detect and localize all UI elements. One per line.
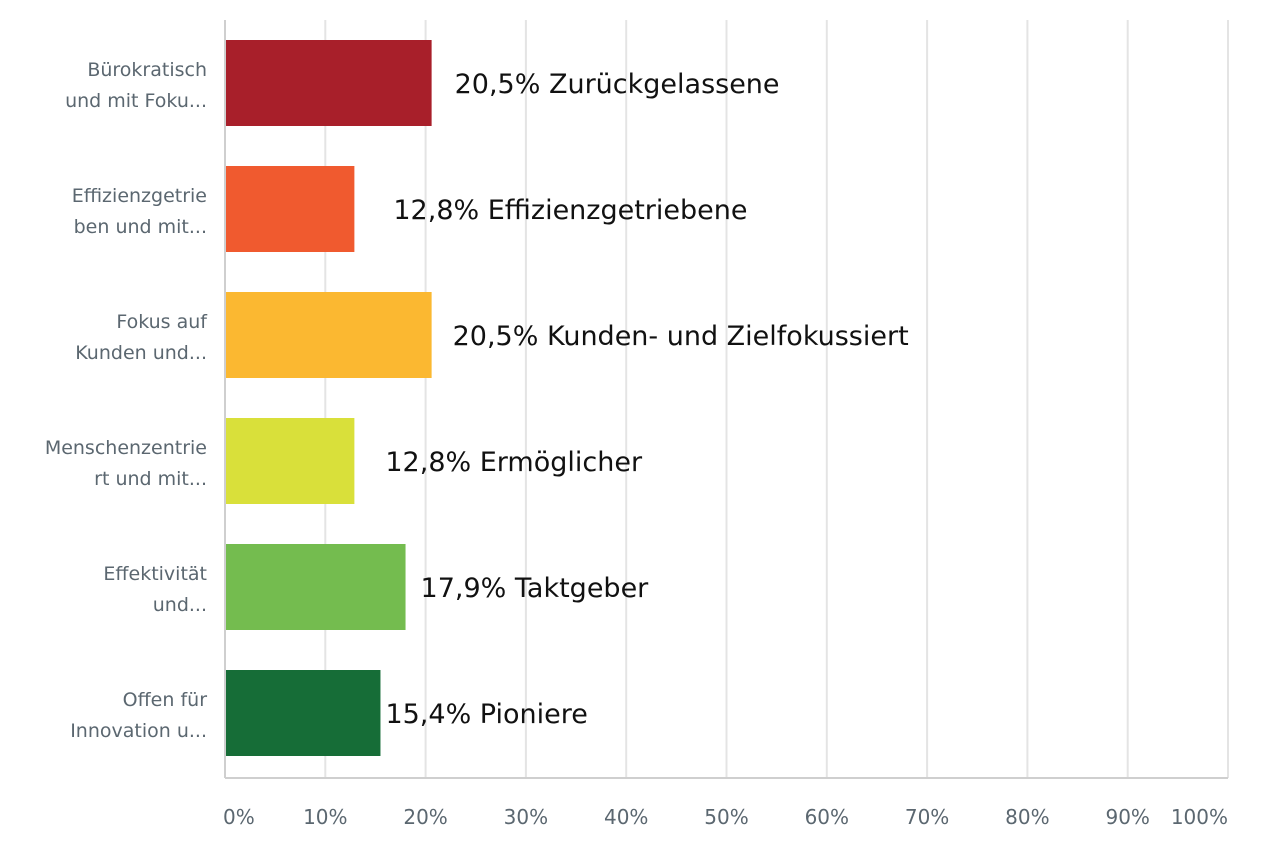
data-label-4: 12,8% Ermöglicher bbox=[385, 447, 643, 478]
x-tick-label-40: 40% bbox=[604, 805, 648, 829]
x-tick-label-10: 10% bbox=[303, 805, 347, 829]
category-label-line: Fokus auf bbox=[116, 311, 208, 333]
bar-1[interactable] bbox=[226, 40, 432, 126]
category-label-line: Effektivität bbox=[103, 563, 207, 585]
category-label-line: Effizienzgetrie bbox=[72, 185, 207, 207]
category-label-line: Bürokratisch bbox=[87, 59, 207, 81]
bar-2[interactable] bbox=[226, 166, 355, 252]
category-label-line: rt und mit... bbox=[94, 468, 207, 490]
x-tick-label-30: 30% bbox=[504, 805, 548, 829]
bar-6[interactable] bbox=[226, 670, 381, 756]
category-label-3: Fokus auf Kunden und... bbox=[75, 311, 208, 364]
category-label-4: Menschenzentrie rt und mit... bbox=[45, 437, 207, 490]
category-label-6: Offen für Innovation u... bbox=[70, 689, 207, 742]
data-label-5: 17,9% Taktgeber bbox=[421, 573, 650, 604]
labels: 0% 10% 20% 30% 40% 50% 60% 70% 80% 90% 100% Bürokra… bbox=[45, 59, 1228, 829]
x-tick-label-0: 0% bbox=[223, 805, 255, 829]
gridlines bbox=[224, 20, 1229, 779]
category-label-2: Effizienzgetrie ben und mit... bbox=[72, 185, 207, 238]
x-tick-label-80: 80% bbox=[1005, 805, 1049, 829]
category-label-line: ben und mit... bbox=[74, 216, 207, 238]
category-label-line: Offen für bbox=[123, 689, 208, 711]
data-label-1: 20,5% Zurückgelassene bbox=[455, 69, 780, 100]
category-label-line: Menschenzentrie bbox=[45, 437, 207, 459]
category-label-line: und... bbox=[153, 594, 207, 616]
bars bbox=[226, 40, 432, 756]
category-label-1: Bürokratisch und mit Foku... bbox=[65, 59, 207, 112]
category-label-5: Effektivität und... bbox=[103, 563, 207, 616]
x-tick-label-50: 50% bbox=[704, 805, 748, 829]
bar-4[interactable] bbox=[226, 418, 355, 504]
data-label-2: 12,8% Effizienzgetriebene bbox=[393, 195, 747, 226]
data-label-3: 20,5% Kunden- und Zielfokussiert bbox=[453, 321, 909, 352]
x-tick-label-100: 100% bbox=[1171, 805, 1228, 829]
x-tick-label-20: 20% bbox=[403, 805, 447, 829]
category-label-line: Kunden und... bbox=[75, 342, 207, 364]
category-label-line: und mit Foku... bbox=[65, 90, 207, 112]
x-tick-label-90: 90% bbox=[1105, 805, 1149, 829]
bar-3[interactable] bbox=[226, 292, 432, 378]
category-label-line: Innovation u... bbox=[70, 720, 207, 742]
data-label-6: 15,4% Pioniere bbox=[385, 699, 587, 730]
bar-5[interactable] bbox=[226, 544, 406, 630]
x-tick-label-70: 70% bbox=[905, 805, 949, 829]
x-tick-label-60: 60% bbox=[805, 805, 849, 829]
